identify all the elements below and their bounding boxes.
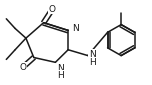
Text: H: H <box>57 71 64 80</box>
Text: O: O <box>19 63 26 72</box>
Text: N: N <box>57 64 64 73</box>
Text: N: N <box>72 24 79 33</box>
Text: O: O <box>49 5 56 14</box>
Text: N: N <box>89 50 95 59</box>
Text: H: H <box>89 58 95 67</box>
